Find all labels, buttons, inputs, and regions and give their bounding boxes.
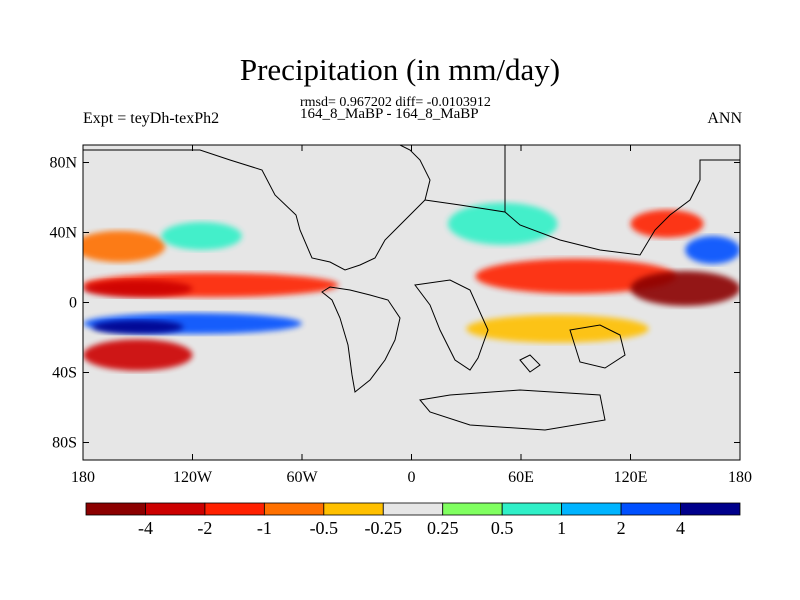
y-axis: 80N 40N 0 40S 80S <box>49 155 740 452</box>
colorbar-swatch-10 <box>680 502 741 516</box>
anomaly-region-5 <box>92 320 184 334</box>
anomaly-region-8 <box>630 271 740 306</box>
colorbar-label-7: 1 <box>557 518 566 538</box>
x-tick-label-2: 60W <box>286 469 318 486</box>
colorbar-swatch-0 <box>85 502 146 516</box>
coastlines <box>83 145 740 431</box>
anomaly-region-10 <box>448 202 558 245</box>
colorbar-swatch-8 <box>561 502 622 516</box>
anomaly-region-1 <box>161 222 242 250</box>
y-tick-label-4: 80S <box>52 435 77 452</box>
colorbar-swatch-7 <box>501 502 563 516</box>
x-tick-label-3: 0 <box>408 469 416 486</box>
x-tick-label-5: 120E <box>614 469 648 486</box>
x-tick-label-6: 180 <box>728 469 752 486</box>
colorbar-label-4: -0.25 <box>365 518 403 538</box>
anomaly-region-3 <box>83 279 193 298</box>
anomaly-region-11 <box>630 209 704 238</box>
y-tick-label-1: 40N <box>49 225 77 242</box>
colorbar-label-6: 0.5 <box>491 518 514 538</box>
colorbar-label-5: 0.25 <box>427 518 459 538</box>
map-background <box>83 145 740 460</box>
x-tick-label-0: 180 <box>71 469 95 486</box>
anomaly-region-6 <box>83 339 193 371</box>
chart-subtitle: 164_8_MaBP - 164_8_MaBP <box>300 106 479 122</box>
colorbar-swatch-2 <box>204 502 265 516</box>
colorbar-label-9: 4 <box>676 518 685 538</box>
y-tick-label-3: 40S <box>52 365 77 382</box>
chart-title: Precipitation (in mm/day) <box>239 52 561 87</box>
colorbar-label-0: -4 <box>138 518 153 538</box>
colorbar-swatch-4 <box>323 502 384 516</box>
y-tick-label-2: 0 <box>69 295 77 312</box>
colorbar-swatch-1 <box>145 502 206 516</box>
anomaly-region-9 <box>685 236 740 264</box>
stats-line: rmsd= 0.967202 diff= -0.0103912 <box>300 95 491 110</box>
anomaly-field <box>83 202 740 371</box>
colorbar-swatch-6 <box>442 502 503 516</box>
colorbar-label-1: -2 <box>197 518 212 538</box>
colorbar-swatch-9 <box>620 502 681 516</box>
anomaly-region-0 <box>83 230 166 263</box>
anomaly-region-12 <box>466 314 649 343</box>
anomaly-region-7 <box>475 258 677 294</box>
colorbar-label-3: -0.5 <box>310 518 339 538</box>
x-axis: 180 120W 60W 0 60E 120E 180 <box>71 145 752 486</box>
colorbar: -4 -2 -1 -0.5 -0.25 0.25 0.5 1 2 4 <box>85 502 741 538</box>
colorbar-label-8: 2 <box>617 518 626 538</box>
y-tick-label-0: 80N <box>49 155 77 172</box>
colorbar-swatch-5 <box>382 502 444 516</box>
season-label: ANN <box>707 110 742 127</box>
colorbar-swatch-3 <box>263 502 325 516</box>
x-tick-label-1: 120W <box>173 469 213 486</box>
colorbar-label-2: -1 <box>257 518 272 538</box>
experiment-label: Expt = teyDh-texPh2 <box>83 110 220 127</box>
x-tick-label-4: 60E <box>508 469 534 486</box>
